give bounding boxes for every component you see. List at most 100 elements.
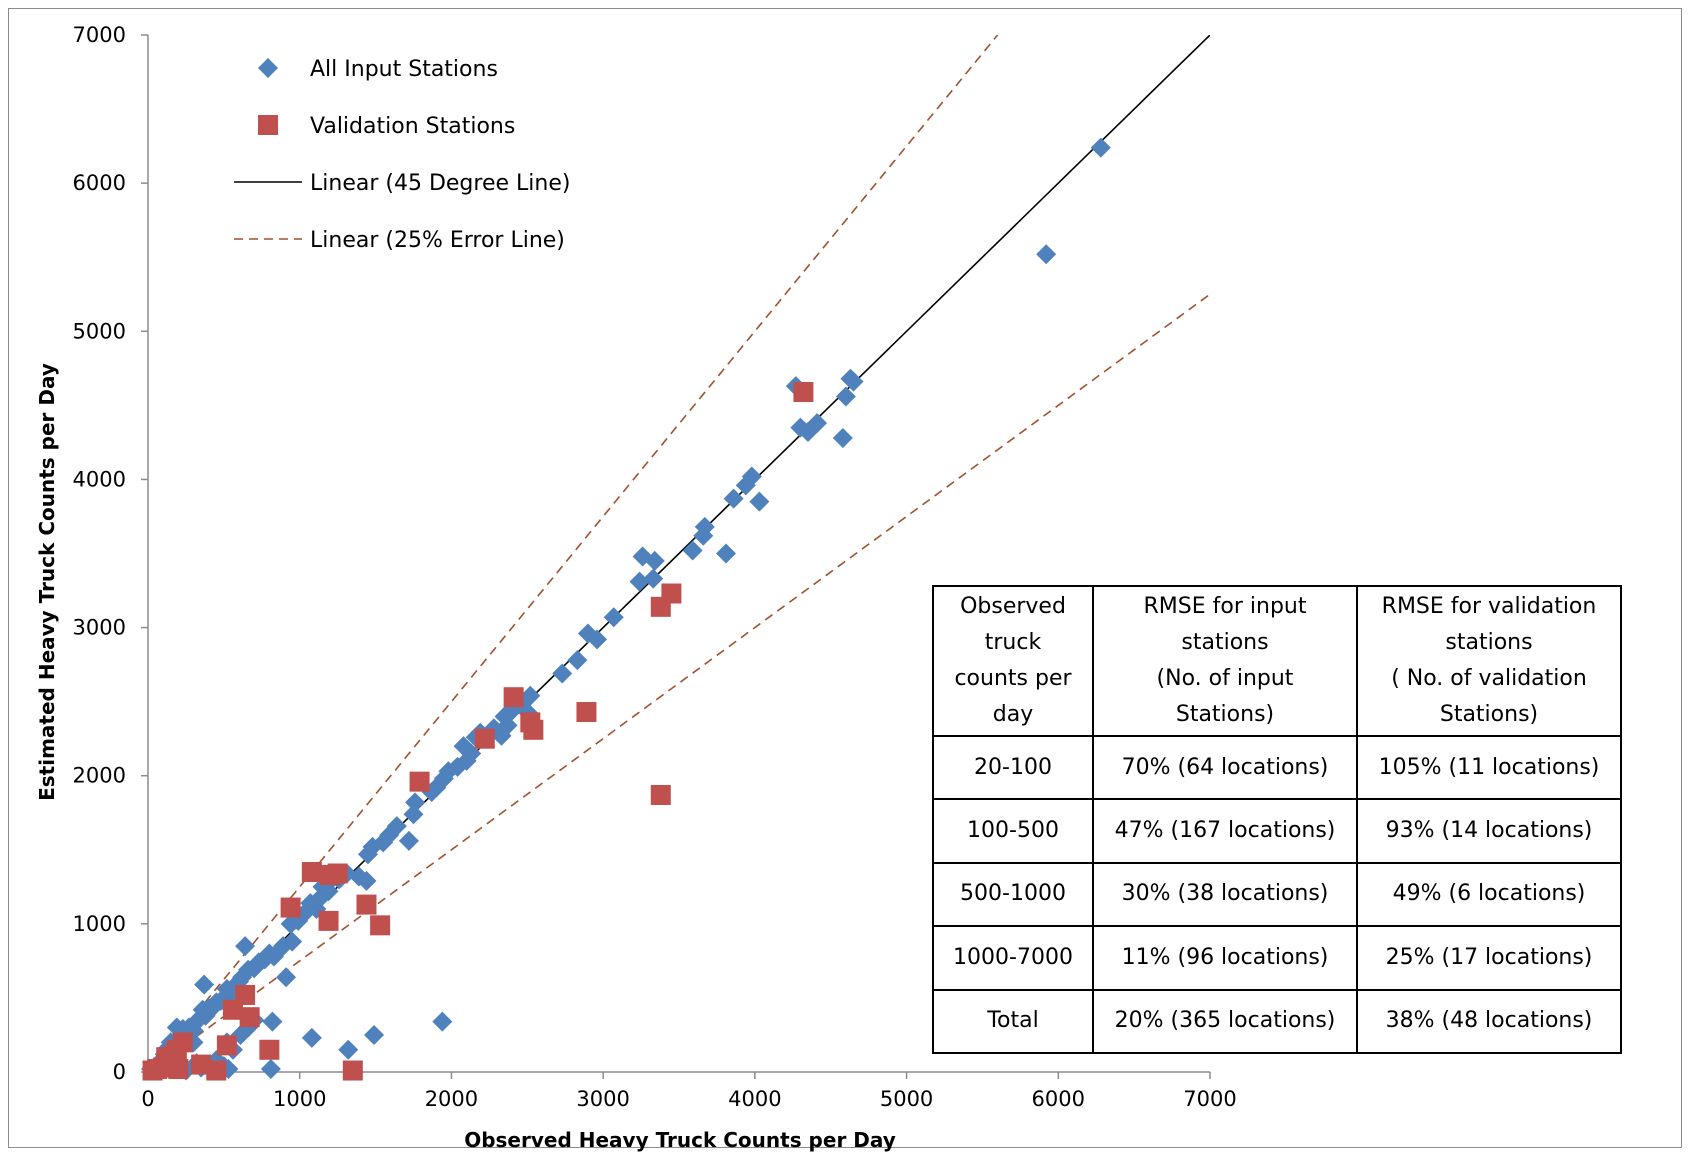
input-station-point	[716, 543, 737, 564]
header-line: RMSE for input	[1143, 594, 1307, 619]
table-row: 20-100 70% (64 locations) 105% (11 locat…	[932, 734, 1622, 801]
x-tick-label: 6000	[1032, 1087, 1085, 1111]
validation-station-point	[650, 784, 671, 805]
validation-station-point	[370, 915, 391, 936]
header-line: truck	[984, 630, 1042, 655]
input-station-point	[644, 550, 665, 571]
header-line: Observed	[960, 594, 1066, 619]
input-station-point	[405, 792, 426, 813]
y-tick-label: 4000	[73, 467, 126, 491]
validation-station-point	[523, 719, 544, 740]
validation-station-point	[301, 862, 322, 883]
y-tick-label: 3000	[73, 616, 126, 640]
table-cell: 105% (11 locations)	[1356, 734, 1622, 801]
chart-frame	[8, 8, 1682, 1148]
validation-station-point	[327, 863, 348, 884]
legend-label: All Input Stations	[310, 57, 498, 82]
input-station-point	[603, 607, 624, 628]
x-tick-label: 1000	[273, 1087, 326, 1111]
input-station-point	[235, 936, 256, 957]
validation-station-point	[142, 1060, 163, 1081]
header-line: counts per	[954, 666, 1072, 691]
input-station-point	[403, 804, 424, 825]
table-cell: 93% (14 locations)	[1356, 798, 1622, 864]
validation-station-point	[206, 1060, 227, 1081]
header-line: stations	[1445, 630, 1533, 655]
table-row: Total 20% (365 locations) 38% (48 locati…	[932, 988, 1622, 1055]
error-line-upper	[148, 35, 999, 1072]
x-tick-label: 0	[141, 1087, 154, 1111]
validation-station-point	[168, 1059, 189, 1080]
table-cell: 20% (365 locations)	[1092, 988, 1358, 1055]
validation-station-point	[239, 1007, 260, 1028]
validation-station-point	[342, 1060, 363, 1081]
legend-label: Linear (45 Degree Line)	[310, 171, 570, 196]
input-station-point	[194, 974, 215, 995]
input-station-point	[629, 571, 650, 592]
input-station-point	[364, 1024, 385, 1045]
header-line: stations	[1181, 630, 1269, 655]
table-cell: 20-100	[932, 734, 1094, 801]
x-tick-label: 3000	[576, 1087, 629, 1111]
input-station-point	[262, 1011, 283, 1032]
y-tick-label: 7000	[73, 23, 126, 47]
table-cell: 47% (167 locations)	[1092, 798, 1358, 864]
x-axis-label: Observed Heavy Truck Counts per Day	[464, 1128, 896, 1152]
input-station-point	[567, 650, 588, 671]
table-cell: 38% (48 locations)	[1356, 988, 1622, 1055]
validation-station-point	[191, 1054, 212, 1075]
header-line: ( No. of validation	[1391, 666, 1587, 691]
input-station-point	[735, 475, 756, 496]
table-cell: 1000-7000	[932, 925, 1094, 991]
table-cell: 30% (38 locations)	[1092, 861, 1358, 928]
legend-label: Validation Stations	[310, 114, 515, 139]
x-tick-labels: 0 1000 2000 3000 4000 5000 6000 7000	[141, 1087, 1236, 1111]
input-station-point	[260, 1059, 281, 1080]
table-row: 500-1000 30% (38 locations) 49% (6 locat…	[932, 861, 1622, 928]
input-station-point	[432, 1011, 453, 1032]
input-station-point	[338, 1039, 359, 1060]
input-station-point	[723, 488, 744, 509]
validation-stations-points	[142, 382, 814, 1081]
header-line: RMSE for validation	[1381, 594, 1597, 619]
input-station-point	[357, 844, 378, 865]
input-station-point	[1090, 137, 1111, 158]
table-cell: 70% (64 locations)	[1092, 734, 1358, 801]
input-station-point	[643, 568, 664, 589]
x-tick-label: 2000	[425, 1087, 478, 1111]
header-rmse-validation: RMSE for validation stations ( No. of va…	[1356, 585, 1622, 737]
input-station-point	[682, 540, 703, 561]
input-station-point	[693, 525, 714, 546]
input-station-point	[552, 663, 573, 684]
validation-station-point	[650, 596, 671, 617]
header-line: Stations)	[1175, 702, 1275, 727]
legend-diamond-icon	[258, 58, 278, 78]
header-line: day	[992, 702, 1034, 727]
input-station-point	[276, 967, 297, 988]
table-row: 1000-7000 11% (96 locations) 25% (17 loc…	[932, 925, 1622, 991]
validation-station-point	[503, 687, 524, 708]
input-station-point	[843, 371, 864, 392]
y-tick-labels: 0 1000 2000 3000 4000 5000 6000 7000	[73, 23, 126, 1084]
input-station-point	[280, 913, 301, 934]
input-station-point	[1036, 244, 1057, 265]
header-line: (No. of input	[1156, 666, 1294, 691]
header-rmse-input: RMSE for input stations (No. of input St…	[1092, 585, 1358, 737]
x-tick-label: 4000	[728, 1087, 781, 1111]
y-tick-label: 2000	[73, 764, 126, 788]
validation-station-point	[222, 999, 243, 1020]
y-tick-label: 5000	[73, 319, 126, 343]
legend-square-icon	[258, 115, 278, 135]
validation-station-point	[409, 771, 430, 792]
legend: All Input Stations Validation Stations Lin…	[234, 57, 570, 253]
validation-station-point	[280, 897, 301, 918]
table-cell: 25% (17 locations)	[1356, 925, 1622, 991]
table-cell: 500-1000	[932, 861, 1094, 928]
validation-station-point	[318, 910, 339, 931]
table-cell: 49% (6 locations)	[1356, 861, 1622, 928]
validation-station-point	[474, 728, 495, 749]
validation-station-point	[576, 702, 597, 723]
header-observed-counts: Observed truck counts per day	[932, 585, 1094, 737]
x-tick-label: 7000	[1183, 1087, 1236, 1111]
